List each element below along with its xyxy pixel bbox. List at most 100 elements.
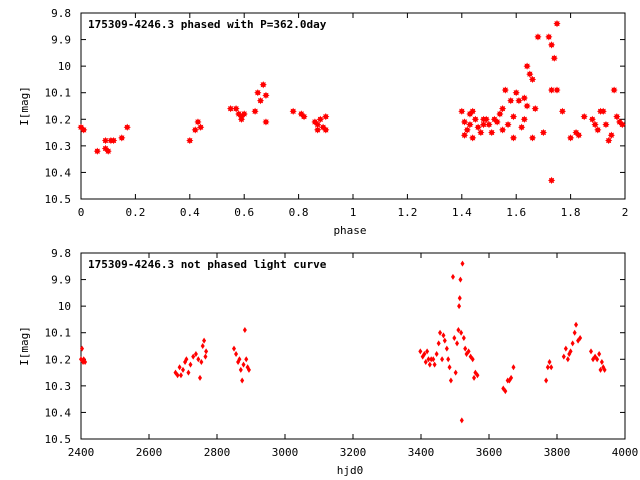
data-point <box>422 350 427 357</box>
axis-ticks: 0 0.2 0.4 0.6 0.8 1 1.2 1.4 1.6 1.8 2 9.8 9.9 10 10.1 1… <box>45 7 629 219</box>
data-point <box>509 134 518 142</box>
data-point <box>518 123 526 131</box>
data-point <box>605 136 613 145</box>
data-point <box>262 91 270 99</box>
data-point <box>104 147 112 155</box>
data-point <box>460 131 469 139</box>
data-point <box>322 113 330 121</box>
plot-title: 175309-4246.3 phased with P=362.0day <box>88 18 327 31</box>
data-point <box>251 107 259 115</box>
data-point <box>110 136 118 145</box>
data-point <box>618 121 626 129</box>
data-point <box>425 348 430 355</box>
data-point <box>459 329 464 336</box>
y-tick-label: 9.8 <box>51 7 71 20</box>
data-point <box>501 86 509 94</box>
data-point <box>594 126 602 134</box>
x-tick-label: 2400 <box>68 446 95 459</box>
data-point <box>534 33 542 41</box>
data-point <box>499 105 507 113</box>
y-tick-label: 10.4 <box>45 166 72 179</box>
data-point <box>558 107 567 115</box>
data-point <box>482 115 490 123</box>
data-point <box>469 134 477 142</box>
data-point <box>238 366 243 373</box>
axis-ticks: 2400 2600 2800 3000 3200 3400 3600 3800 4000 9.8 9… <box>45 247 639 459</box>
data-point <box>262 118 270 126</box>
x-tick-label: 4000 <box>612 446 639 459</box>
data-point <box>461 335 466 342</box>
data-point <box>429 356 434 363</box>
data-point <box>186 136 194 145</box>
data-points <box>79 260 607 424</box>
x-tick-label: 1.6 <box>506 206 526 219</box>
y-tick-label: 10.2 <box>45 113 72 126</box>
data-point <box>455 340 460 347</box>
data-point <box>202 337 207 344</box>
y-tick-label: 10 <box>58 60 71 73</box>
data-point <box>314 126 322 134</box>
data-point <box>427 361 432 368</box>
data-point <box>485 121 493 129</box>
data-point <box>452 335 457 342</box>
data-point <box>80 345 85 352</box>
data-point <box>599 358 604 365</box>
data-point <box>191 126 199 134</box>
data-point <box>194 118 202 126</box>
y-tick-label: 10 <box>58 300 71 313</box>
data-point <box>598 366 603 373</box>
data-point <box>523 102 531 110</box>
data-point <box>472 374 477 381</box>
data-point <box>242 327 247 334</box>
data-point <box>426 356 431 363</box>
data-point <box>545 364 550 371</box>
data-point <box>520 115 528 123</box>
plot-frame <box>80 12 626 200</box>
data-point <box>93 147 101 155</box>
data-point <box>118 134 126 142</box>
data-point <box>181 366 185 373</box>
data-point <box>241 361 246 368</box>
data-point <box>186 369 191 376</box>
data-point <box>595 356 600 363</box>
y-tick-label: 10.3 <box>45 380 72 393</box>
y-tick-label: 9.9 <box>51 34 71 47</box>
data-point <box>469 107 477 115</box>
data-point <box>588 115 596 123</box>
y-axis-title: I[mag] <box>18 86 31 126</box>
data-point <box>289 107 297 115</box>
data-point <box>434 350 439 357</box>
data-point <box>509 374 514 381</box>
data-point <box>197 123 205 131</box>
data-point <box>578 335 583 342</box>
data-point <box>447 364 452 371</box>
data-point <box>553 86 561 94</box>
data-point <box>458 276 463 283</box>
data-point <box>432 361 437 368</box>
data-point <box>188 361 193 368</box>
data-point <box>549 364 554 371</box>
data-point <box>475 372 480 379</box>
x-tick-label: 0.8 <box>289 206 309 219</box>
data-point <box>198 374 202 381</box>
data-point <box>610 86 618 94</box>
data-point <box>512 89 520 97</box>
data-point <box>528 75 537 84</box>
data-point <box>568 348 573 355</box>
data-point <box>474 123 482 131</box>
data-point <box>597 350 602 357</box>
data-point <box>511 364 516 371</box>
data-point <box>178 372 183 379</box>
data-point <box>237 356 242 363</box>
y-tick-label: 10.3 <box>45 140 72 153</box>
data-point <box>80 126 88 134</box>
data-point <box>539 128 547 137</box>
data-point <box>450 273 455 280</box>
data-point <box>496 110 504 118</box>
x-tick-label: 3200 <box>340 446 367 459</box>
data-point <box>526 70 534 78</box>
data-point <box>240 110 248 118</box>
data-point <box>200 343 205 349</box>
data-point <box>591 121 599 129</box>
